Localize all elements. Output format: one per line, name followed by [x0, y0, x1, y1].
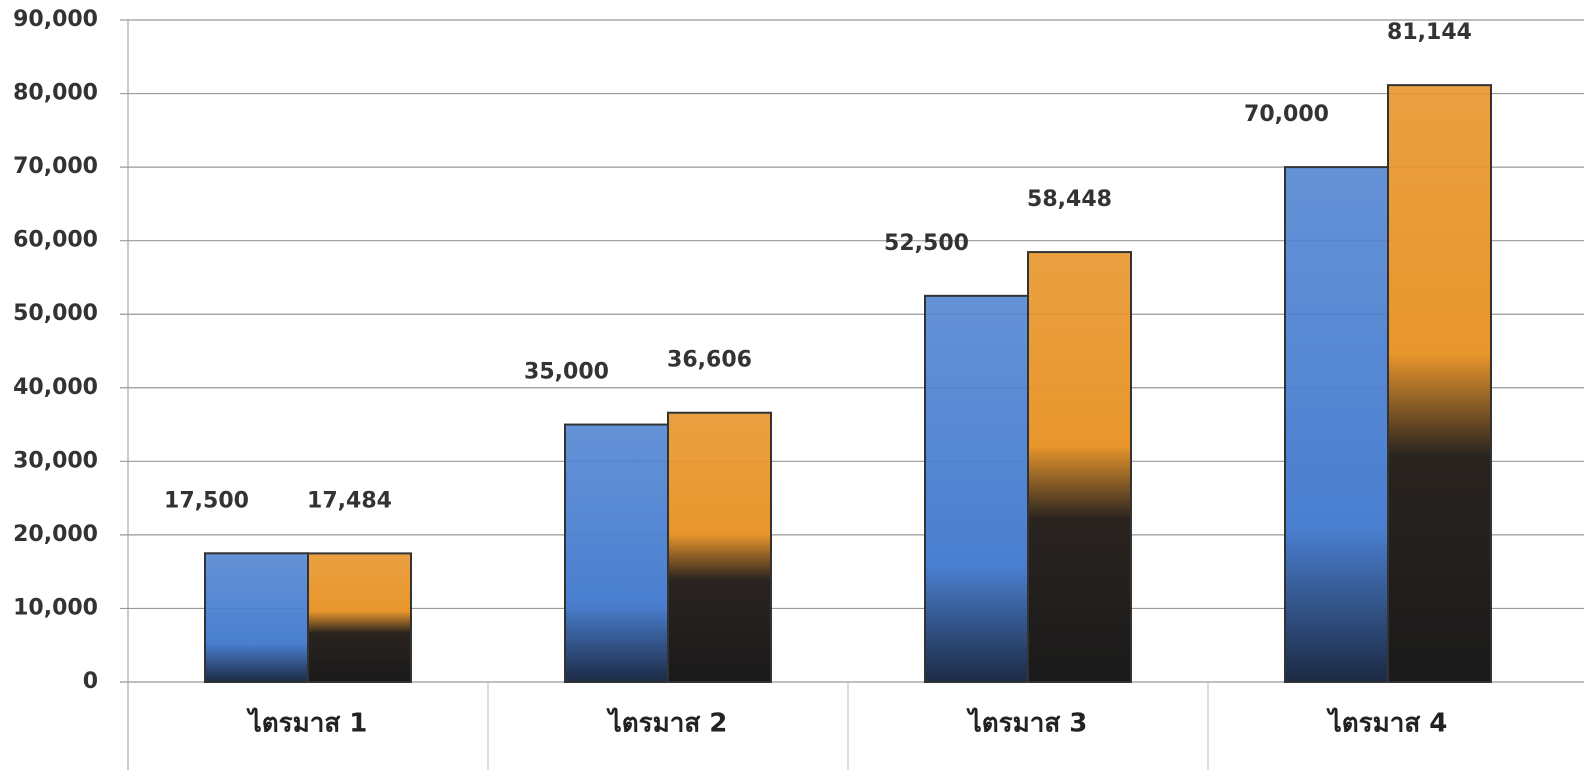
- y-tick-label: 80,000: [13, 81, 98, 106]
- data-label: 58,448: [1027, 187, 1112, 212]
- y-tick-label: 30,000: [13, 448, 98, 473]
- x-tick-label: ไตรมาส 3: [966, 707, 1088, 739]
- data-label: 17,484: [307, 488, 392, 513]
- y-tick-label: 20,000: [13, 522, 98, 547]
- y-tick-label: 40,000: [13, 375, 98, 400]
- data-label: 52,500: [884, 231, 969, 256]
- data-label: 17,500: [164, 488, 249, 513]
- data-label: 36,606: [667, 348, 752, 373]
- y-tick-label: 70,000: [13, 154, 98, 179]
- bar: [307, 552, 412, 683]
- data-label: 70,000: [1244, 102, 1329, 127]
- bar: [1027, 251, 1132, 683]
- y-tick-label: 10,000: [13, 595, 98, 620]
- bar: [667, 411, 772, 683]
- y-tick-label: 60,000: [13, 228, 98, 253]
- y-tick-label: 90,000: [13, 7, 98, 32]
- bar: [204, 552, 309, 683]
- y-tick-label: 50,000: [13, 301, 98, 326]
- x-tick-label: ไตรมาส 4: [1326, 707, 1448, 739]
- bar: [564, 423, 669, 683]
- bar: [924, 294, 1029, 683]
- y-tick-label: 0: [83, 669, 98, 694]
- data-label: 81,144: [1387, 20, 1472, 45]
- bar: [1284, 166, 1389, 684]
- bar: [1387, 84, 1492, 683]
- data-label: 35,000: [524, 360, 609, 385]
- x-tick-label: ไตรมาส 2: [606, 707, 728, 739]
- x-tick-label: ไตรมาส 1: [246, 707, 368, 739]
